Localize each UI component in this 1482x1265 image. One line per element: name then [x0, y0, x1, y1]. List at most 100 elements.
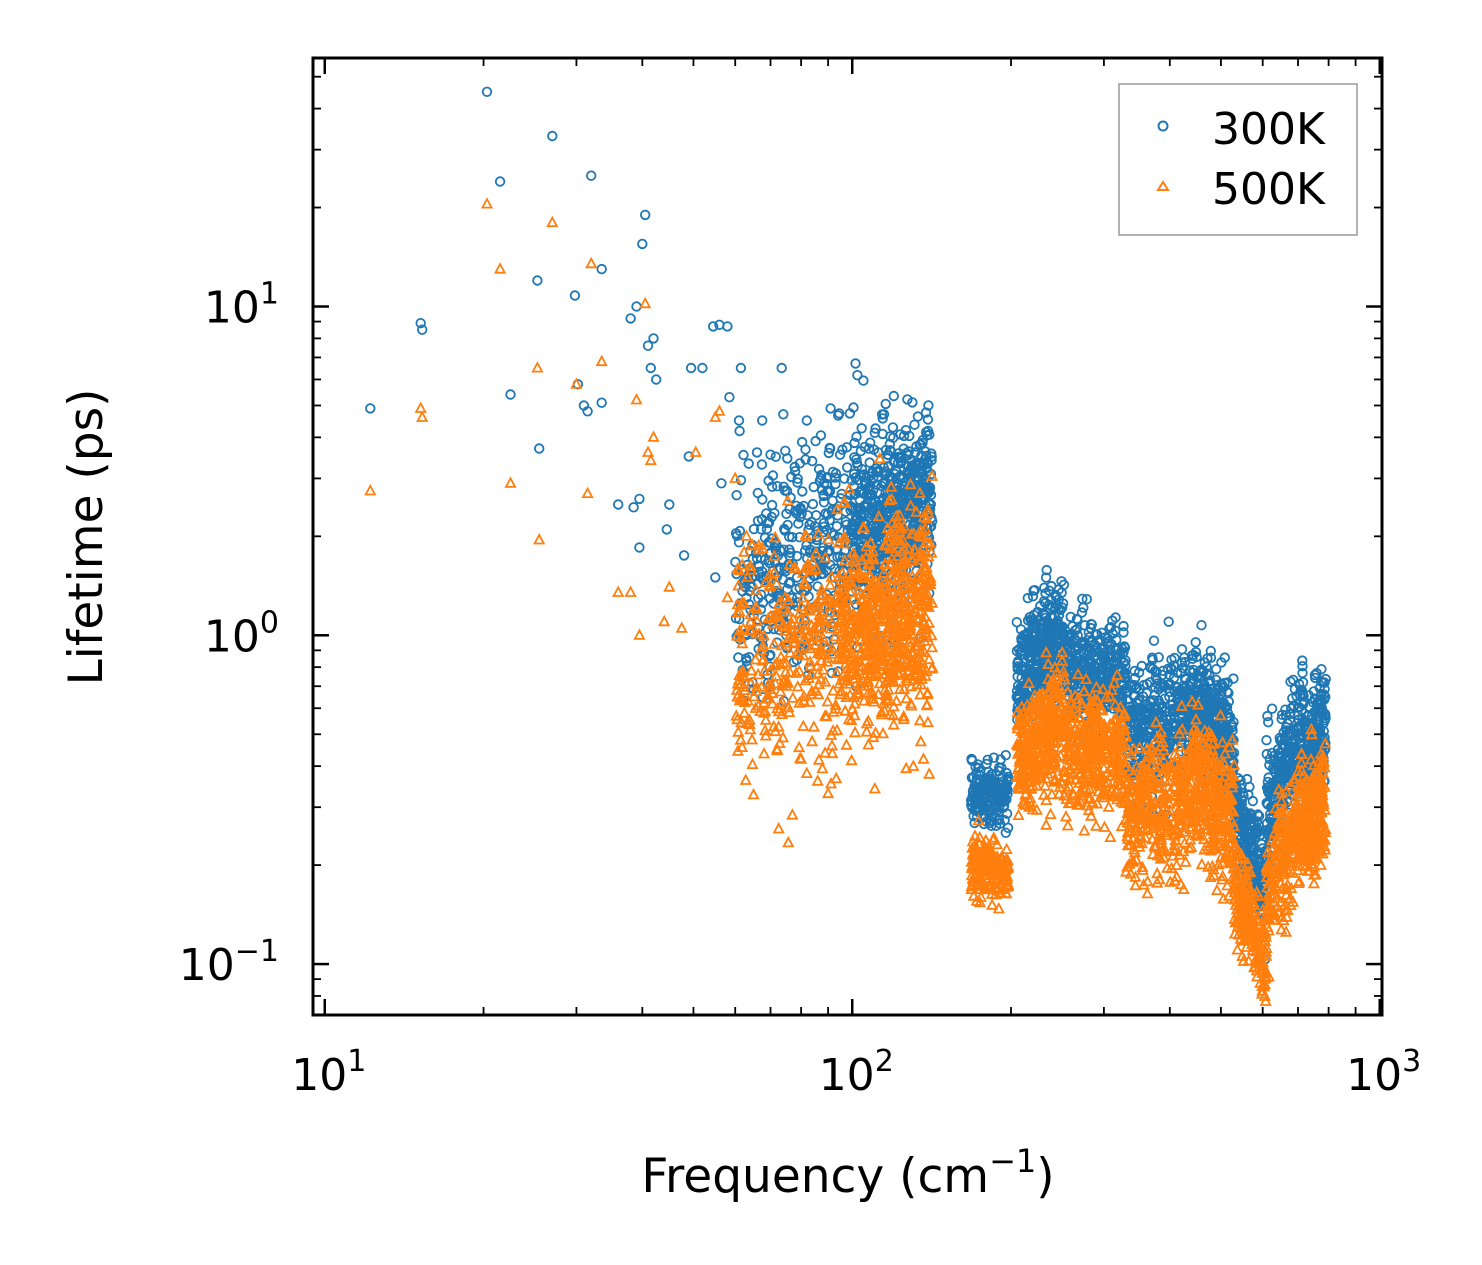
data-point-300k: [734, 425, 745, 437]
data-point-300k: [901, 502, 912, 514]
data-point-500k: [914, 734, 927, 747]
data-point-300k: [1118, 627, 1129, 638]
data-point-300k: [1297, 655, 1308, 666]
data-point-300k: [921, 463, 932, 475]
data-point-300k: [839, 473, 850, 484]
data-point-500k: [876, 726, 890, 739]
data-point-300k: [1164, 691, 1175, 703]
data-point-500k: [745, 663, 758, 676]
data-point-300k: [1026, 651, 1037, 662]
data-point-300k: [710, 572, 721, 583]
data-points: [364, 86, 1332, 1006]
data-point-300k: [1053, 603, 1064, 615]
data-point-300k: [859, 441, 870, 453]
data-point-300k: [834, 449, 846, 460]
data-point-300k: [789, 461, 800, 473]
data-point-500k: [1084, 809, 1098, 821]
data-point-300k: [1277, 743, 1288, 754]
data-point-300k: [880, 398, 891, 410]
data-point-500k: [1012, 808, 1025, 820]
data-point-300k: [1210, 664, 1222, 675]
data-point-300k: [1146, 652, 1158, 663]
data-point-500k: [797, 719, 810, 731]
data-point-300k: [753, 561, 765, 572]
data-point-300k: [1197, 667, 1209, 678]
data-point-300k: [898, 443, 909, 454]
data-point-500k: [821, 694, 834, 707]
data-point-300k: [733, 537, 745, 548]
data-point-300k: [814, 475, 826, 486]
data-point-300k: [1207, 694, 1218, 706]
data-point-300k: [1164, 669, 1175, 680]
data-point-300k: [827, 466, 839, 478]
data-point-300k: [1011, 685, 1023, 697]
data-point-300k: [902, 394, 913, 405]
data-point-300k: [849, 452, 860, 463]
data-point-300k: [793, 518, 804, 529]
data-point-300k: [1178, 680, 1189, 692]
data-point-300k: [1132, 704, 1143, 715]
data-point-300k: [780, 445, 791, 457]
data-point-300k: [998, 779, 1009, 790]
data-point-300k: [797, 486, 808, 497]
data-point-500k: [917, 752, 930, 764]
data-point-300k: [1065, 611, 1076, 623]
data-point-300k: [1249, 819, 1261, 831]
data-point-300k: [1134, 694, 1145, 705]
data-point-300k: [365, 403, 376, 414]
data-point-300k: [661, 524, 673, 535]
data-point-300k: [697, 362, 708, 374]
data-point-300k: [787, 532, 798, 543]
data-point-300k: [873, 471, 884, 483]
data-point-500k: [907, 759, 920, 771]
data-point-300k: [645, 362, 657, 374]
data-point-300k: [885, 479, 896, 491]
data-point-300k: [735, 362, 747, 374]
data-point-300k: [852, 370, 863, 381]
data-point-300k: [1280, 710, 1292, 721]
data-point-300k: [879, 469, 890, 480]
data-point-300k: [786, 471, 797, 483]
data-point-300k: [778, 409, 789, 420]
data-point-300k: [1132, 709, 1144, 720]
data-point-300k: [855, 502, 866, 514]
data-point-300k: [1083, 658, 1095, 669]
data-point-300k: [1272, 775, 1283, 786]
data-point-500k: [868, 781, 881, 794]
data-point-300k: [1118, 620, 1129, 632]
data-point-300k: [1163, 616, 1174, 627]
data-point-300k: [1141, 687, 1152, 699]
data-point-300k: [848, 468, 860, 480]
data-point-300k: [1131, 682, 1142, 693]
data-point-300k: [1188, 664, 1199, 676]
data-point-300k: [832, 551, 843, 563]
data-point-300k: [1228, 717, 1239, 728]
data-point-300k: [747, 554, 759, 565]
data-point-300k: [888, 432, 899, 443]
data-point-300k: [1228, 747, 1240, 759]
data-point-300k: [1063, 632, 1075, 644]
data-point-300k: [909, 489, 920, 500]
data-point-300k: [1125, 717, 1137, 728]
data-point-500k: [848, 708, 861, 721]
data-point-300k: [1071, 613, 1083, 625]
data-point-300k: [800, 545, 811, 556]
data-point-500k: [1000, 842, 1013, 854]
data-point-300k: [1090, 666, 1102, 677]
data-point-300k: [858, 375, 869, 386]
data-point-300k: [743, 458, 754, 469]
data-point-500k: [1040, 793, 1053, 805]
data-point-300k: [1245, 808, 1256, 819]
data-point-300k: [756, 459, 768, 470]
data-point-300k: [734, 525, 746, 537]
data-point-300k: [716, 478, 727, 489]
data-point-300k: [792, 477, 803, 488]
data-point-300k: [991, 801, 1003, 812]
data-point-300k: [808, 481, 819, 493]
data-point-300k: [1264, 753, 1276, 765]
data-point-300k: [613, 499, 624, 510]
data-point-300k: [1283, 751, 1295, 762]
data-point-300k: [1149, 682, 1161, 693]
data-point-300k: [823, 447, 835, 459]
data-point-300k: [631, 301, 642, 312]
